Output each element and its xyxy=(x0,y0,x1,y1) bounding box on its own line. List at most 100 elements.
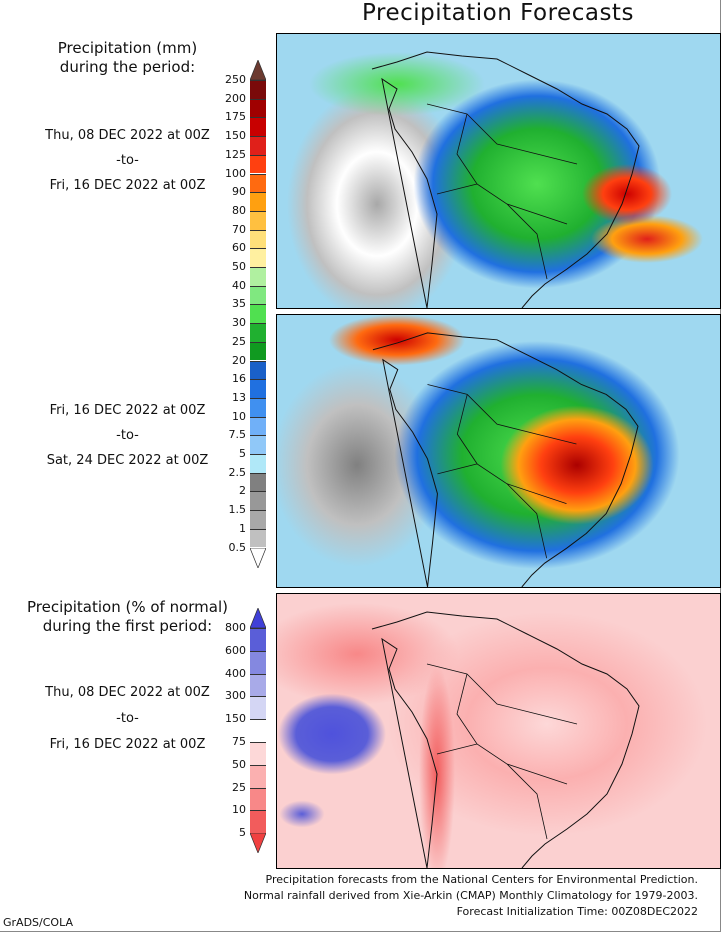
colorbar-tick-label: 10 xyxy=(232,803,246,817)
colorbar-bin xyxy=(250,304,266,324)
colorbar-tick-label: 10 xyxy=(232,409,246,423)
colorbar-bin xyxy=(250,192,266,211)
colorbar-tick-label: 7.5 xyxy=(228,428,247,442)
colorbar-bin xyxy=(250,210,266,230)
colorbar-strip xyxy=(250,608,266,854)
colorbar-bin xyxy=(250,787,266,811)
colorbar-tick-label: 0.5 xyxy=(228,540,247,554)
colorbar-tick-label: 150 xyxy=(225,129,246,143)
colorbar-tick-label: 20 xyxy=(232,353,246,367)
colorbar-bin xyxy=(250,650,266,674)
colorbar-bin xyxy=(250,267,266,286)
colorbar-bin xyxy=(250,248,266,267)
colorbar-tick-label: 125 xyxy=(225,147,246,161)
colorbar-bin xyxy=(250,416,266,436)
credit: GrADS/COLA xyxy=(3,916,73,929)
over-triangle xyxy=(250,608,266,628)
colorbar-tick-label: 175 xyxy=(225,110,246,124)
colorbar-bin xyxy=(250,673,266,697)
colorbar-tick-label: 300 xyxy=(225,689,246,703)
colorbar-bin xyxy=(250,510,266,529)
colorbar-bin xyxy=(250,379,266,398)
colorbar-tick-label: 250 xyxy=(225,73,246,86)
colorbar-tick-label: 150 xyxy=(225,712,246,726)
colorbar-bin xyxy=(250,136,266,155)
amount-heading-line1: Precipitation (mm) xyxy=(57,39,198,57)
colorbar-bin xyxy=(250,229,266,249)
colorbar-bin xyxy=(250,742,266,765)
page-title: Precipitation Forecasts xyxy=(362,0,634,26)
footer-line3: Forecast Initialization Time: 00Z08DEC20… xyxy=(456,905,698,918)
period1-end: Fri, 16 DEC 2022 at 00Z xyxy=(49,178,206,193)
footer-line2: Normal rainfall derived from Xie-Arkin (… xyxy=(243,889,698,902)
colorbar-tick-label: 2 xyxy=(239,484,246,498)
coastline-map xyxy=(371,611,640,868)
colorbar-bin xyxy=(250,360,266,380)
period3-start: Thu, 08 DEC 2022 at 00Z xyxy=(45,685,210,700)
map-panel-period2 xyxy=(276,314,721,588)
colorbar-bin xyxy=(250,454,266,473)
colorbar-bin xyxy=(250,491,266,511)
percent-heading-line2: during the first period: xyxy=(42,617,213,635)
colorbar-tick-label: 30 xyxy=(232,316,246,330)
colorbar-tick-label: 100 xyxy=(225,166,246,180)
colorbar-tick-label: 25 xyxy=(232,334,246,348)
colorbar-bin xyxy=(250,173,266,193)
colorbar-bin xyxy=(250,341,266,361)
period2-end: Sat, 24 DEC 2022 at 00Z xyxy=(46,453,209,468)
colorbar-bin xyxy=(250,528,266,548)
colorbar-tick-label: 13 xyxy=(232,390,246,404)
period1-sep: -to- xyxy=(116,153,139,168)
coastline-map xyxy=(371,51,640,308)
colorbar-bin xyxy=(250,696,266,720)
colorbar-tick-label: 5 xyxy=(239,447,246,460)
colorbar-tick-label: 80 xyxy=(232,203,246,217)
colorbar-tick-label: 25 xyxy=(232,780,246,794)
colorbar-bin xyxy=(250,98,266,118)
colorbar-bin xyxy=(250,764,266,788)
under-triangle xyxy=(250,833,266,854)
colorbar-tick-label: 16 xyxy=(232,372,246,386)
colorbar-bin xyxy=(250,628,266,651)
period3-sep: -to- xyxy=(116,711,139,726)
colorbar-tick-label: 90 xyxy=(232,185,246,199)
colorbar-tick-label: 35 xyxy=(232,297,246,311)
colorbar-tick-label: 1 xyxy=(239,521,246,535)
colorbar-bin xyxy=(250,397,266,417)
footer-line1: Precipitation forecasts from the Nationa… xyxy=(265,873,699,886)
colorbar-bin xyxy=(250,154,266,174)
colorbar-bin xyxy=(250,117,266,137)
colorbar-tick-label: 800 xyxy=(225,621,246,634)
map-panel-period1 xyxy=(276,33,721,309)
percent-legend-heading: Precipitation (% of normal) during the f… xyxy=(0,598,255,636)
period1-start: Thu, 08 DEC 2022 at 00Z xyxy=(45,128,210,143)
map-panel-percent-normal xyxy=(276,593,721,869)
colorbar-bin xyxy=(250,435,266,454)
period2-sep: -to- xyxy=(116,428,139,443)
colorbar-bin xyxy=(250,80,266,99)
percent-heading-line1: Precipitation (% of normal) xyxy=(26,598,229,616)
colorbar-tick-label: 1.5 xyxy=(228,503,247,517)
colorbar-strip xyxy=(250,60,266,568)
over-triangle xyxy=(250,60,266,80)
under-triangle xyxy=(250,547,266,568)
period2-start: Fri, 16 DEC 2022 at 00Z xyxy=(49,403,206,418)
coastline-map xyxy=(372,332,639,587)
colorbar-bin xyxy=(250,810,266,834)
colorbar-tick-label: 600 xyxy=(225,643,246,657)
period3-end: Fri, 16 DEC 2022 at 00Z xyxy=(49,737,206,752)
colorbar-bin xyxy=(250,472,266,492)
colorbar-tick-label: 5 xyxy=(239,826,246,840)
amount-heading-line2: during the period: xyxy=(59,58,196,76)
colorbar-bin xyxy=(250,285,266,305)
colorbar-bin xyxy=(250,323,266,342)
colorbar-tick-label: 75 xyxy=(232,735,246,748)
colorbar-tick-label: 200 xyxy=(225,91,246,105)
colorbar-tick-label: 70 xyxy=(232,222,246,236)
colorbar-tick-label: 50 xyxy=(232,260,246,273)
colorbar-tick-label: 400 xyxy=(225,666,246,680)
colorbar-tick-label: 50 xyxy=(232,757,246,771)
colorbar-bin xyxy=(250,719,266,742)
colorbar-tick-label: 40 xyxy=(232,278,246,292)
amount-legend-heading: Precipitation (mm) during the period: xyxy=(0,39,255,77)
